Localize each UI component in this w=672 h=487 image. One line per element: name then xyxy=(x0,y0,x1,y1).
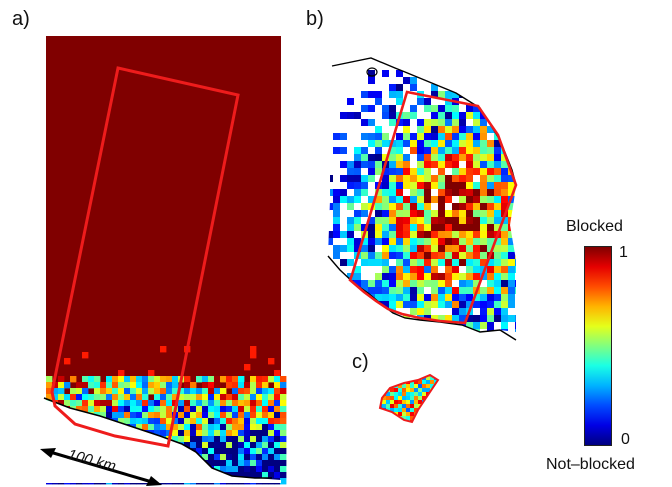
scale-bar-left-arrow xyxy=(40,448,56,458)
panel-a-label: a) xyxy=(12,8,30,30)
colorbar xyxy=(584,246,612,446)
scale-bar xyxy=(40,448,162,486)
panel-b-outline xyxy=(348,90,518,325)
panel-b-label: b) xyxy=(306,8,324,30)
panel-c-label: c) xyxy=(352,351,369,373)
colorbar-tick-min: 0 xyxy=(621,431,630,448)
panel-c-map xyxy=(378,373,440,424)
panel-a-outline xyxy=(50,66,240,448)
panel-b-island xyxy=(366,67,378,77)
panel-c-outline xyxy=(378,373,440,424)
panel-b-map xyxy=(327,57,518,341)
panel-c-grid xyxy=(380,375,438,422)
panel-a-map xyxy=(43,36,287,485)
colorbar-tick-max: 1 xyxy=(619,244,628,261)
scale-bar-right-arrow xyxy=(146,476,162,486)
panel-a-coastline xyxy=(43,397,272,479)
colorbar-title: Blocked xyxy=(566,218,623,235)
scale-bar-line xyxy=(49,450,153,484)
panel-b-grid xyxy=(328,58,516,332)
colorbar-bottom-label: Not–blocked xyxy=(546,456,635,473)
panel-a-sea xyxy=(46,400,281,483)
